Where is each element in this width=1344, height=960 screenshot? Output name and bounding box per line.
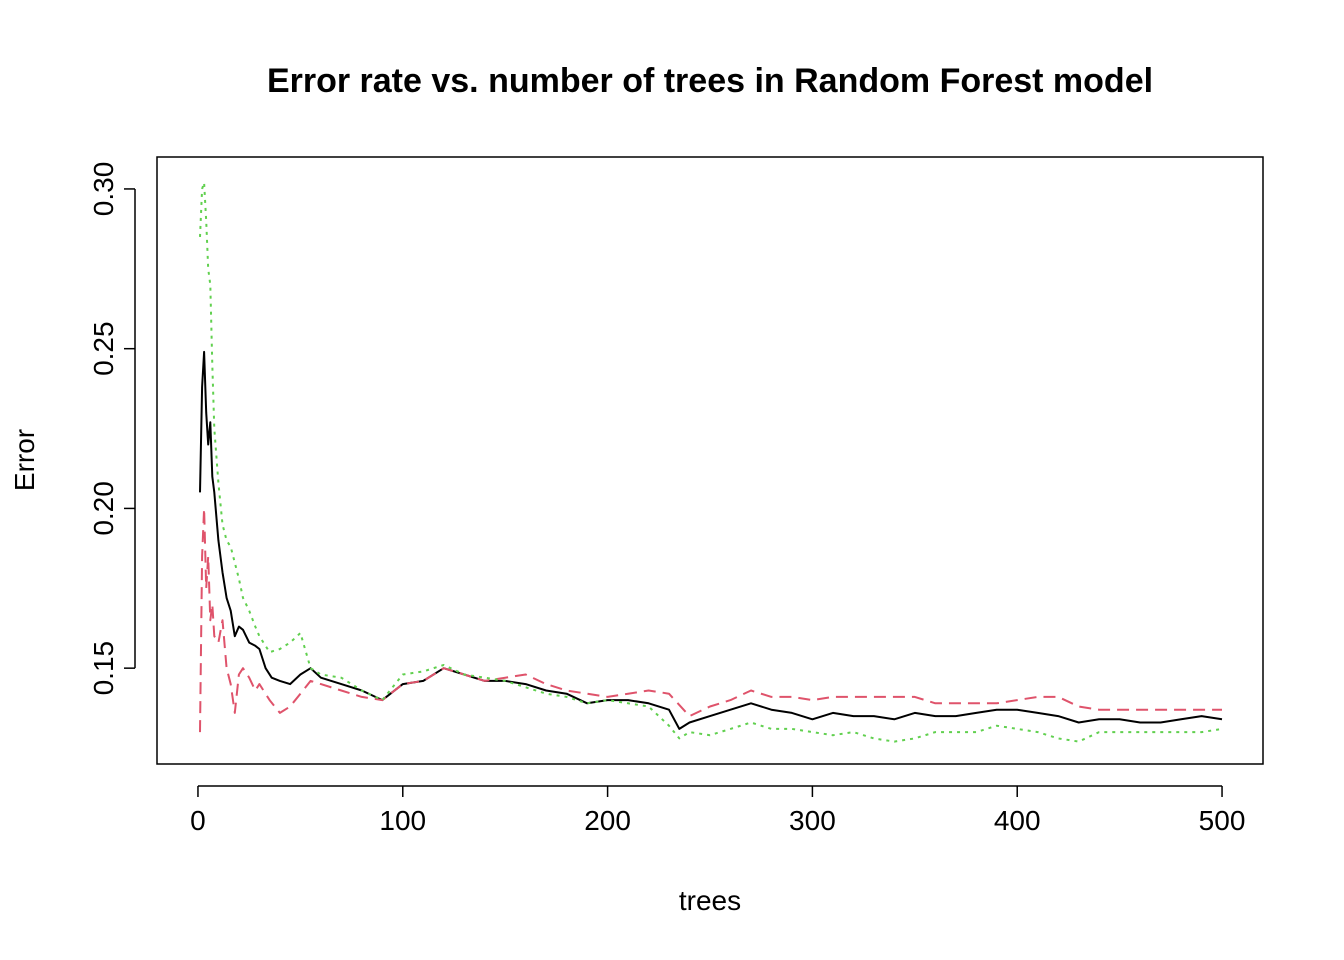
x-axis: 0 100 200 300 400 500	[190, 785, 1246, 836]
series-solid-line	[199, 350, 1223, 730]
series-dotted-line	[199, 181, 1223, 743]
x-tick-label: 500	[1199, 805, 1246, 836]
x-tick-label: 100	[379, 805, 426, 836]
y-tick-label: 0.20	[88, 481, 119, 535]
x-tick-label: 300	[789, 805, 836, 836]
x-tick-label: 0	[190, 805, 206, 836]
series-layer	[199, 181, 1223, 743]
plot-frame	[156, 156, 1264, 765]
y-axis: 0.15 0.20 0.25 0.30	[88, 162, 136, 696]
x-tick-label: 200	[584, 805, 631, 836]
chart-title: Error rate vs. number of trees in Random…	[267, 62, 1153, 100]
x-tick-label: 400	[994, 805, 1041, 836]
y-tick-label: 0.30	[88, 162, 119, 217]
y-tick-label: 0.25	[88, 321, 119, 376]
y-axis-label: Error	[9, 429, 40, 491]
y-tick-label: 0.15	[88, 641, 119, 696]
x-axis-label: trees	[679, 885, 741, 916]
series-dashed-line	[199, 507, 1222, 733]
